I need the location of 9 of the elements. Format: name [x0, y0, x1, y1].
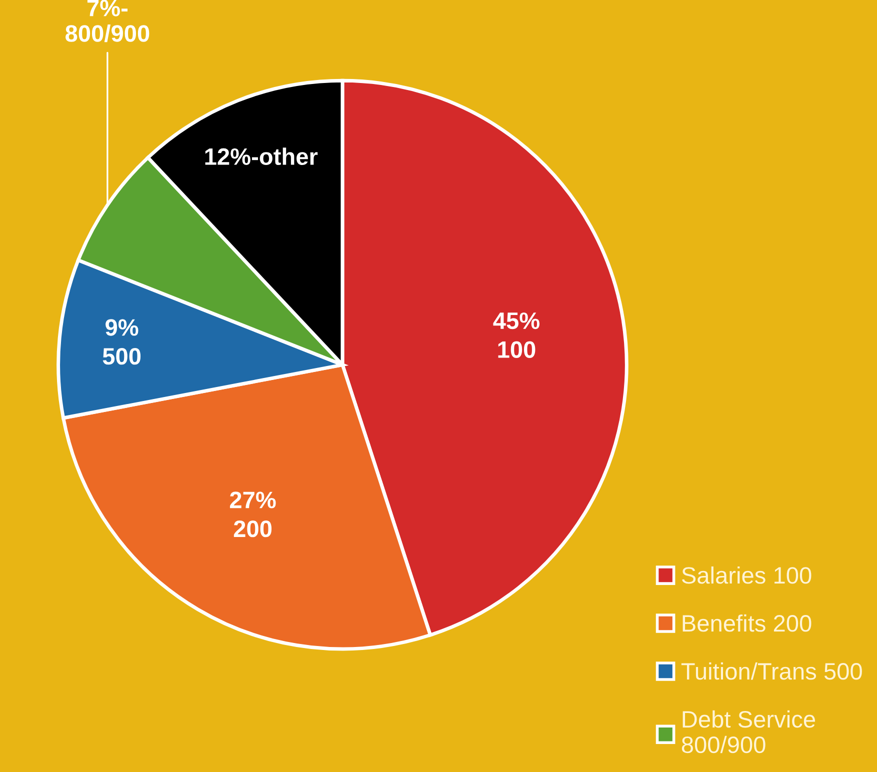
- data-label: 9% 500: [102, 319, 141, 365]
- data-label: 45% 100: [493, 312, 540, 358]
- legend-label: Salaries 100: [682, 566, 812, 584]
- data-label: 7%- 800/900: [66, 0, 150, 42]
- legend-label: Tuition/Trans 500: [681, 662, 862, 680]
- data-label: 12%-other: [205, 148, 318, 166]
- legend-label: Benefits 200: [682, 614, 812, 632]
- data-label: 27% 200: [230, 492, 276, 538]
- legend-label: Debt Service 800/900: [682, 710, 815, 754]
